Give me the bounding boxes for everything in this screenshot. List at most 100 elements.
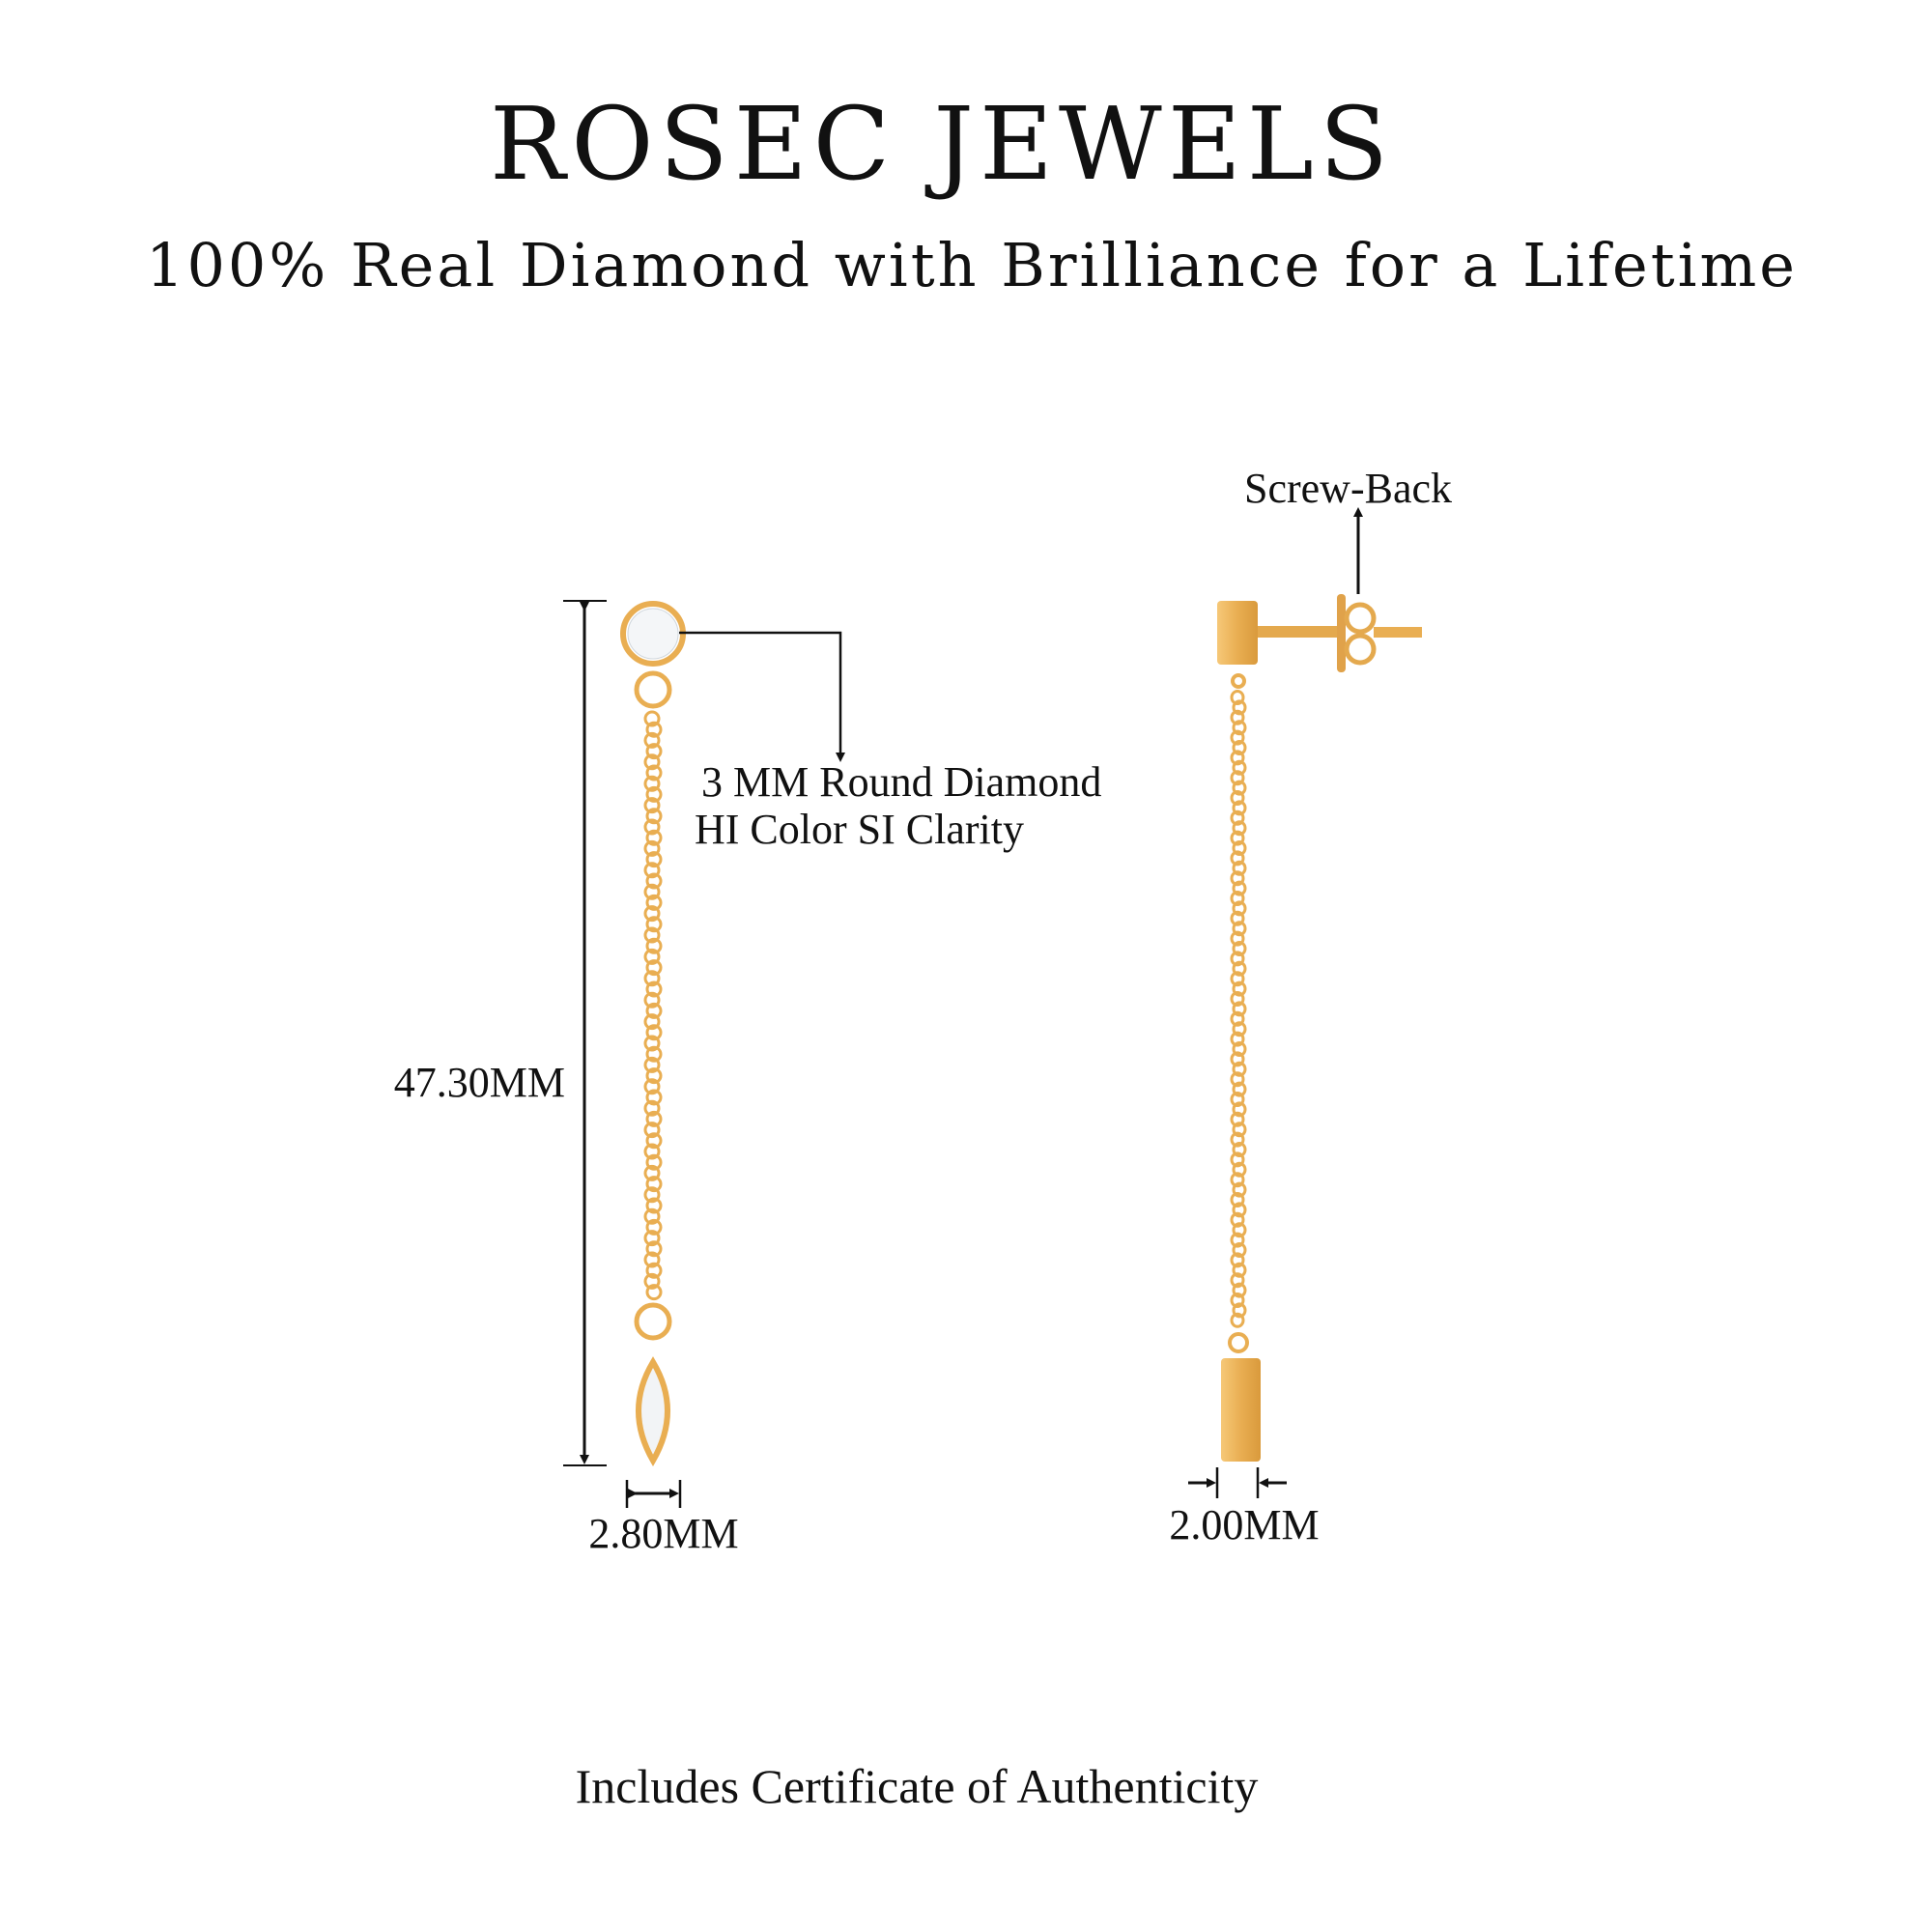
chain-link xyxy=(1230,830,1245,846)
chain-link xyxy=(1232,1302,1247,1319)
chain-link xyxy=(645,1240,663,1258)
chain-link xyxy=(643,1208,661,1225)
chain-link xyxy=(645,1132,663,1150)
post xyxy=(1258,626,1345,638)
jump-ring-bottom xyxy=(634,1302,672,1341)
chain-link xyxy=(643,1164,661,1181)
chain-link xyxy=(1232,699,1247,716)
chain-link xyxy=(1230,951,1245,967)
backing-disc xyxy=(1337,594,1346,672)
brand-title: ROSEC JEWELS xyxy=(489,85,1395,203)
marquise-bezel-side xyxy=(1221,1358,1261,1462)
chain-link xyxy=(643,1186,661,1204)
chain-link xyxy=(1232,921,1247,937)
chain-link xyxy=(1230,991,1245,1007)
chain-link xyxy=(1232,1161,1247,1178)
chain-link xyxy=(1232,1041,1247,1057)
chain-link xyxy=(1230,891,1245,906)
chain-link xyxy=(643,710,661,727)
chain-link xyxy=(645,721,663,738)
chain-link xyxy=(1230,930,1245,947)
chain-link xyxy=(643,1078,661,1095)
side-width-label: 2.00MM xyxy=(1169,1501,1320,1548)
chain-link xyxy=(1230,810,1245,826)
chain-link xyxy=(1232,1282,1247,1298)
chain-link xyxy=(645,785,663,803)
chain-link xyxy=(1230,1172,1245,1188)
chain-link xyxy=(1230,1031,1245,1047)
chain-link xyxy=(645,959,663,977)
chain-link xyxy=(1230,971,1245,987)
chain-link xyxy=(1230,690,1245,705)
stud-bezel-side xyxy=(1217,601,1258,665)
chain-link xyxy=(1232,1101,1247,1118)
chain-link xyxy=(645,829,663,846)
chain-link xyxy=(1232,840,1247,856)
chain-link xyxy=(645,980,663,998)
chain-link xyxy=(1230,790,1245,806)
chain-link xyxy=(1230,1312,1245,1328)
chain-link xyxy=(1232,1001,1247,1017)
chain-link xyxy=(1232,941,1247,956)
chain-link xyxy=(1232,759,1247,776)
chain-link xyxy=(1232,900,1247,917)
chain-side xyxy=(1230,690,1247,1328)
chain-link xyxy=(1232,1262,1247,1278)
chain-link xyxy=(1230,1092,1245,1107)
tagline: 100% Real Diamond with Brilliance for a … xyxy=(146,230,1798,300)
chain-link xyxy=(645,916,663,933)
chain-link xyxy=(1230,709,1245,725)
chain-link xyxy=(1232,1142,1247,1157)
chain-link xyxy=(1232,860,1247,876)
front-width-label: 2.80MM xyxy=(588,1510,739,1557)
chain-link xyxy=(1230,1211,1245,1228)
marquise-bezel xyxy=(636,1356,670,1467)
chain-link xyxy=(1232,1122,1247,1138)
chain-link xyxy=(1232,740,1247,755)
round-diamond xyxy=(627,608,679,660)
chain-link xyxy=(645,764,663,781)
chain-link xyxy=(1230,870,1245,887)
chain-link xyxy=(1232,1021,1247,1037)
chain-link xyxy=(645,894,663,911)
chain-link xyxy=(645,1089,663,1106)
chain-link xyxy=(645,1218,663,1236)
chain-link xyxy=(1232,1202,1247,1218)
butterfly-loop-bottom xyxy=(1344,633,1377,666)
chain-link xyxy=(1230,1252,1245,1268)
chain-link xyxy=(1230,850,1245,867)
chain-link xyxy=(1230,1151,1245,1168)
length-dimension xyxy=(563,600,607,1466)
front-width-dimension xyxy=(625,1480,682,1508)
chain-link xyxy=(645,1002,663,1019)
diamond-callout-line xyxy=(679,631,845,762)
chain-link xyxy=(1232,1222,1247,1238)
length-label: 47.30MM xyxy=(393,1059,565,1106)
chain-link xyxy=(645,1024,663,1041)
diamond-quality-label: HI Color SI Clarity xyxy=(695,806,1024,853)
side-view-earring xyxy=(1217,594,1422,1462)
chain-link xyxy=(643,1272,661,1290)
chain-link xyxy=(645,743,663,760)
chain-link xyxy=(1230,729,1245,746)
chain-link xyxy=(643,775,661,792)
chain xyxy=(643,710,663,1301)
chain-link xyxy=(643,1035,661,1052)
chain-link xyxy=(1232,780,1247,796)
chain-link xyxy=(1230,1131,1245,1148)
chain-link xyxy=(645,1262,663,1279)
chain-link xyxy=(645,872,663,890)
screw-thread xyxy=(1374,627,1422,638)
chain-link xyxy=(1230,1293,1245,1308)
chain-link xyxy=(1230,910,1245,926)
chain-link xyxy=(643,1122,661,1139)
front-view-earring xyxy=(620,601,686,1467)
chain-link xyxy=(645,808,663,825)
chain-link xyxy=(1232,880,1247,896)
chain-link xyxy=(645,1045,663,1063)
butterfly-loop-top xyxy=(1344,602,1377,635)
chain-link xyxy=(1232,1242,1247,1258)
chain-link xyxy=(1230,750,1245,766)
chain-link xyxy=(1230,1272,1245,1289)
